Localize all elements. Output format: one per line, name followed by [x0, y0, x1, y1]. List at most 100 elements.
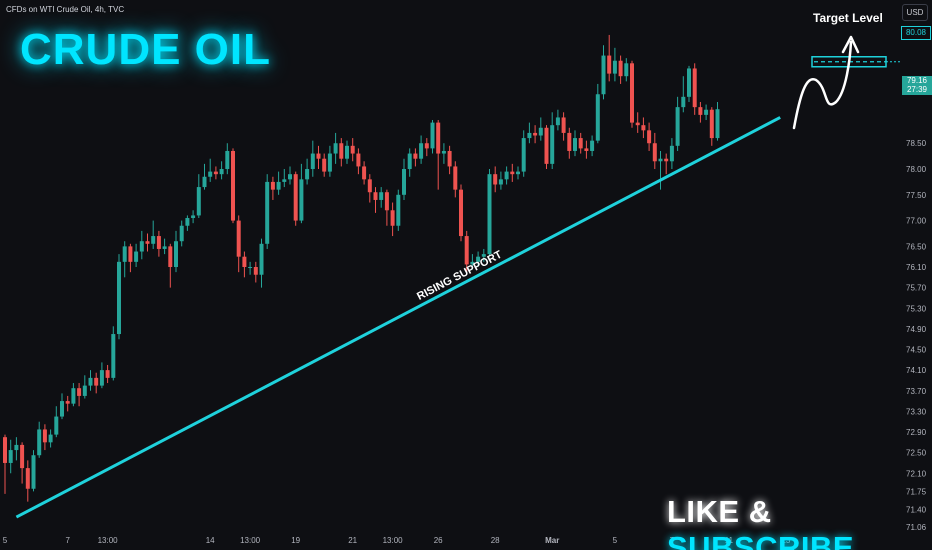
- y-tick-label: 77.50: [906, 191, 927, 200]
- target-price-tag: 80.08: [901, 26, 931, 40]
- candle: [156, 230, 161, 257]
- candle: [669, 138, 674, 170]
- candle: [533, 125, 538, 144]
- candle-body: [185, 218, 190, 226]
- candle-body: [54, 416, 59, 435]
- candle-body: [538, 127, 543, 136]
- candle-body: [42, 429, 47, 443]
- x-tick-label: 5: [613, 536, 618, 545]
- candle: [48, 429, 53, 448]
- candle-body: [316, 153, 321, 159]
- candle: [225, 143, 230, 175]
- candle-body: [179, 225, 184, 242]
- candle-body: [77, 388, 82, 396]
- projection-arrow: [792, 40, 853, 130]
- candle-body: [687, 68, 691, 97]
- x-tick-label: 5: [3, 536, 8, 545]
- candle: [117, 254, 121, 340]
- candle-body: [527, 132, 532, 139]
- candle-body: [419, 143, 424, 159]
- candle-body: [407, 153, 412, 170]
- candle: [487, 169, 492, 257]
- candle-body: [647, 130, 652, 144]
- candle: [265, 174, 270, 249]
- candle: [498, 171, 503, 190]
- x-tick-label: Mar: [545, 536, 559, 545]
- candle: [464, 230, 469, 273]
- candle-body: [430, 122, 435, 149]
- candle-body: [567, 132, 572, 151]
- candle: [441, 143, 446, 164]
- candle: [288, 166, 292, 185]
- candle-body: [612, 60, 617, 74]
- candle: [339, 138, 344, 167]
- candle: [481, 248, 486, 262]
- x-tick-label: 11: [725, 536, 734, 545]
- candle-body: [134, 251, 139, 262]
- candle-body: [345, 145, 349, 159]
- candle: [3, 434, 7, 494]
- candle: [71, 383, 76, 407]
- candle-body: [555, 117, 560, 126]
- candle: [692, 63, 697, 115]
- symbol-source-text: CFDs on WTI Crude Oil, 4h, TVC: [6, 5, 125, 14]
- candle-body: [658, 158, 663, 162]
- candle: [396, 189, 401, 231]
- candle-body: [493, 174, 498, 185]
- candle-body: [270, 181, 275, 190]
- x-tick-label: 13:00: [240, 536, 261, 545]
- y-tick-label: 71.75: [906, 487, 927, 496]
- candle-body: [322, 158, 327, 172]
- candle-body: [521, 138, 526, 172]
- candle-body: [339, 143, 344, 159]
- candle-body: [584, 148, 589, 151]
- candle-body: [487, 174, 492, 255]
- candle: [641, 117, 646, 139]
- candle-body: [122, 246, 127, 262]
- candle-body: [384, 192, 389, 211]
- candle-body: [265, 181, 270, 244]
- candle: [555, 109, 560, 131]
- candle: [162, 238, 167, 255]
- candle: [151, 220, 156, 249]
- y-tick-label: 78.00: [906, 165, 927, 174]
- candle: [607, 34, 612, 82]
- candle-body: [350, 145, 355, 154]
- candle: [578, 132, 583, 154]
- candle-body: [162, 246, 167, 249]
- candle: [367, 174, 372, 203]
- candle: [139, 230, 144, 260]
- candle: [430, 120, 435, 154]
- candle: [612, 47, 617, 82]
- candle-body: [550, 125, 555, 164]
- candle: [516, 166, 520, 180]
- candle: [630, 60, 634, 128]
- y-tick-label: 72.90: [906, 428, 927, 437]
- projection-arrowhead: [841, 35, 860, 54]
- candle-body: [578, 138, 583, 149]
- candle: [447, 145, 452, 175]
- y-tick-label: 78.50: [906, 139, 927, 148]
- bar-countdown: 27:39: [906, 85, 928, 94]
- candle-body: [168, 246, 173, 267]
- last-price-tag: 79.16 27:39: [902, 76, 932, 95]
- currency-button[interactable]: USD: [902, 4, 928, 21]
- candle: [134, 243, 139, 267]
- candle: [322, 153, 327, 177]
- candle: [681, 76, 686, 113]
- y-tick-label: 72.50: [906, 449, 927, 458]
- candle-body: [242, 256, 247, 267]
- candle: [299, 163, 304, 224]
- candle-body: [675, 107, 680, 146]
- candle: [345, 140, 349, 164]
- candle-body: [82, 385, 87, 396]
- candle: [544, 125, 549, 170]
- candle-body: [510, 171, 515, 175]
- candle: [327, 145, 332, 177]
- candle: [647, 122, 652, 151]
- y-tick-label: 76.10: [906, 263, 927, 272]
- candle: [305, 158, 310, 185]
- candle: [624, 58, 629, 82]
